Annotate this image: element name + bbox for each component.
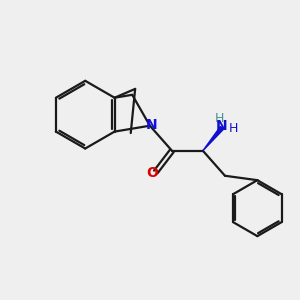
Text: H: H	[229, 122, 238, 135]
Text: N: N	[216, 119, 228, 133]
Text: O: O	[146, 166, 158, 180]
Polygon shape	[203, 126, 224, 151]
Text: H: H	[215, 112, 224, 125]
Text: N: N	[146, 118, 157, 132]
